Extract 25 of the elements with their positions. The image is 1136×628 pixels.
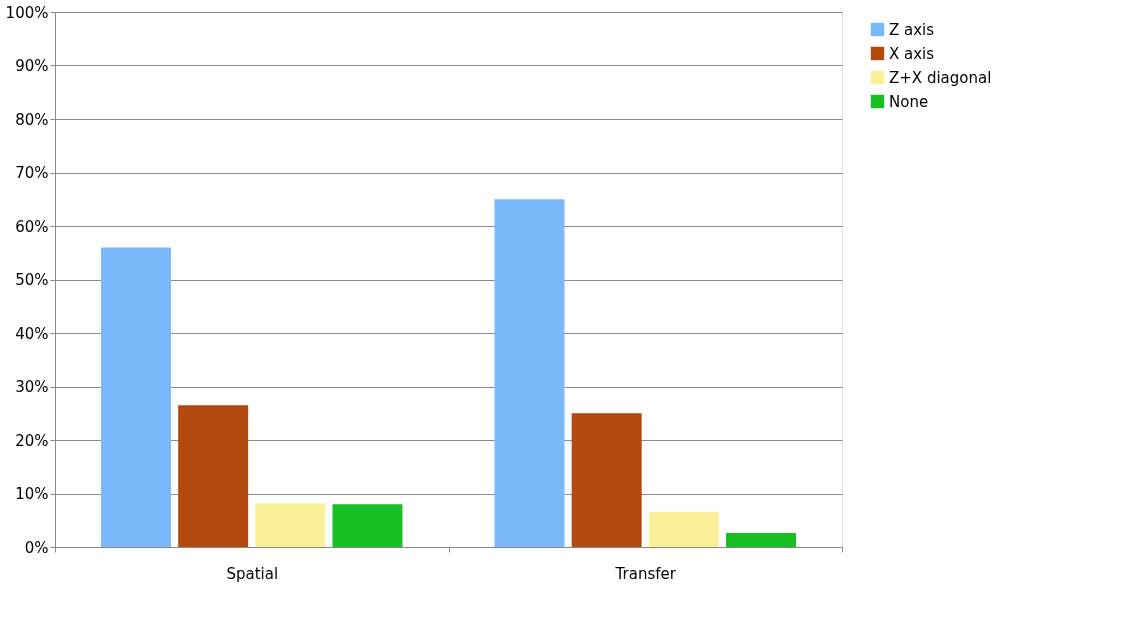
x-tick-label: Spatial <box>226 564 279 583</box>
y-tick-label: 50% <box>15 271 49 289</box>
bar <box>571 413 642 547</box>
y-tick-label: 90% <box>15 57 49 75</box>
y-tick-label: 20% <box>15 431 49 450</box>
bar <box>725 533 796 547</box>
legend-label: Z+X diagonal <box>889 68 992 87</box>
y-tick-label: 80% <box>15 110 49 129</box>
legend-label: X axis <box>889 44 935 63</box>
bar <box>648 511 719 547</box>
y-tick-label: 60% <box>15 217 49 236</box>
x-tick-label: Transfer <box>614 564 677 583</box>
y-tick-label: 0% <box>24 538 49 557</box>
bar <box>255 503 326 547</box>
bar <box>332 504 403 547</box>
y-tick-label: 30% <box>15 378 49 396</box>
y-tick-label: 100% <box>5 3 49 22</box>
y-tick-label: 70% <box>15 164 49 182</box>
y-tick-label: 40% <box>15 324 49 343</box>
legend-label: Z axis <box>889 20 935 39</box>
legend-label: None <box>889 92 929 111</box>
bar <box>494 199 565 547</box>
bar <box>178 405 249 547</box>
y-tick-label: 10% <box>15 485 49 503</box>
bar <box>101 247 172 547</box>
